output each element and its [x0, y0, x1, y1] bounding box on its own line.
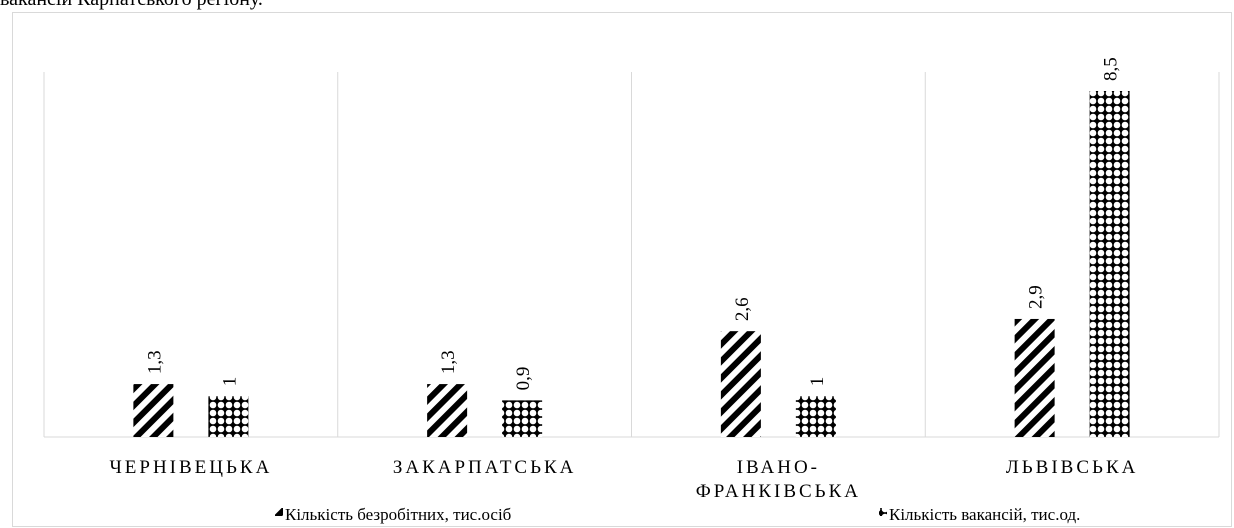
data-label: 2,6	[732, 297, 753, 321]
category-label: ІВАНО-ФРАНКІВСЬКА	[696, 457, 861, 502]
data-label: 2,9	[1026, 285, 1047, 309]
bar	[133, 384, 174, 437]
legend-swatch	[275, 508, 283, 516]
chart-area: 1,3 1 ЧЕРНІВЕЦЬКА 1,3 0,9 ЗАКАРПАТСЬКА 2,6 1 ІВА…	[12, 12, 1232, 527]
data-label: 1	[219, 377, 240, 387]
figure-caption: вакансій Карпатського регіону.	[0, 0, 263, 11]
bar	[1014, 318, 1055, 437]
legend-swatch	[879, 508, 887, 516]
legend-label: Кількість вакансій, тис.од.	[889, 505, 1080, 524]
bar	[720, 331, 761, 437]
category-label: ЧЕРНІВЕЦЬКА	[109, 457, 272, 478]
bar	[795, 396, 836, 437]
data-label: 0,9	[513, 367, 534, 391]
category-label: ЛЬВІВСЬКА	[1006, 457, 1138, 478]
bar	[1089, 91, 1130, 437]
bar-chart: 1,3 1 ЧЕРНІВЕЦЬКА 1,3 0,9 ЗАКАРПАТСЬКА 2,6 1 ІВА…	[43, 57, 1220, 524]
bar	[427, 384, 468, 437]
bar	[208, 396, 249, 437]
legend: Кількість безробітних, тис.осіб Кількість…	[275, 505, 1080, 524]
category-label: ЗАКАРПАТСЬКА	[393, 457, 577, 478]
data-label: 8,5	[1101, 57, 1122, 81]
plot-area: 1,3 1 ЧЕРНІВЕЦЬКА 1,3 0,9 ЗАКАРПАТСЬКА 2,6 1 ІВА…	[43, 57, 1220, 502]
data-label: 1	[807, 377, 828, 387]
bar	[502, 400, 543, 437]
legend-label: Кількість безробітних, тис.осіб	[285, 505, 511, 524]
data-label: 1,3	[144, 350, 165, 374]
data-label: 1,3	[438, 350, 459, 374]
